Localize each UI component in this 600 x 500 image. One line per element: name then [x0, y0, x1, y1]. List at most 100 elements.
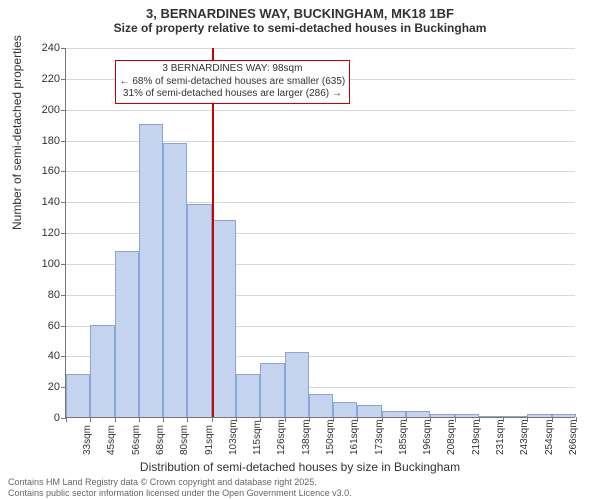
histogram-bar	[382, 411, 406, 417]
ytick-label: 240	[42, 42, 60, 54]
ytick-label: 0	[54, 412, 60, 424]
histogram-bar	[187, 204, 211, 417]
footer-line-1: Contains HM Land Registry data © Crown c…	[8, 477, 352, 487]
xtick-label: 231sqm	[495, 419, 506, 455]
histogram-bar	[479, 416, 503, 417]
xtick-label: 45sqm	[106, 425, 117, 455]
ytick-label: 180	[42, 135, 60, 147]
xtick-label: 68sqm	[155, 425, 166, 455]
xtick-mark	[430, 417, 431, 422]
ytick-mark	[61, 48, 66, 49]
ytick-mark	[61, 356, 66, 357]
xtick-label: 126sqm	[276, 419, 287, 455]
histogram-bar	[139, 124, 163, 417]
histogram-bar	[66, 374, 90, 417]
histogram-bar	[552, 414, 576, 417]
ytick-mark	[61, 141, 66, 142]
xtick-mark	[236, 417, 237, 422]
ytick-mark	[61, 79, 66, 80]
ytick-label: 120	[42, 227, 60, 239]
xtick-label: 161sqm	[349, 419, 360, 455]
plot-region: 02040608010012014016018020022024033sqm45…	[65, 48, 575, 418]
xtick-mark	[66, 417, 67, 422]
xtick-mark	[527, 417, 528, 422]
histogram-bar	[333, 402, 357, 417]
xtick-mark	[309, 417, 310, 422]
footer-line-2: Contains public sector information licen…	[8, 488, 352, 498]
xtick-label: 196sqm	[422, 419, 433, 455]
xtick-label: 266sqm	[568, 419, 579, 455]
histogram-bar	[115, 251, 139, 418]
xtick-label: 91sqm	[204, 425, 215, 455]
histogram-bar	[455, 414, 479, 417]
ytick-label: 220	[42, 73, 60, 85]
xtick-mark	[163, 417, 164, 422]
xtick-mark	[382, 417, 383, 422]
histogram-bar	[212, 220, 236, 417]
ytick-label: 100	[42, 258, 60, 270]
chart-title-main: 3, BERNARDINES WAY, BUCKINGHAM, MK18 1BF	[0, 6, 600, 21]
annotation-line: ← 68% of semi-detached houses are smalle…	[120, 76, 346, 89]
gridline-h	[66, 110, 575, 111]
y-axis-label: Number of semi-detached properties	[10, 35, 24, 230]
chart-title-block: 3, BERNARDINES WAY, BUCKINGHAM, MK18 1BF…	[0, 0, 600, 35]
xtick-mark	[455, 417, 456, 422]
xtick-mark	[333, 417, 334, 422]
histogram-bar	[527, 414, 551, 417]
chart-area: 02040608010012014016018020022024033sqm45…	[65, 48, 575, 418]
xtick-label: 56sqm	[131, 425, 142, 455]
histogram-bar	[503, 416, 527, 417]
xtick-mark	[357, 417, 358, 422]
xtick-label: 138sqm	[301, 419, 312, 455]
ytick-mark	[61, 202, 66, 203]
ytick-label: 20	[48, 381, 60, 393]
xtick-label: 33sqm	[82, 425, 93, 455]
histogram-bar	[309, 394, 333, 417]
ytick-mark	[61, 326, 66, 327]
ytick-label: 160	[42, 165, 60, 177]
xtick-mark	[90, 417, 91, 422]
xtick-mark	[212, 417, 213, 422]
xtick-label: 150sqm	[325, 419, 336, 455]
xtick-mark	[552, 417, 553, 422]
xtick-label: 185sqm	[398, 419, 409, 455]
footer-attribution: Contains HM Land Registry data © Crown c…	[8, 477, 352, 498]
ytick-label: 140	[42, 196, 60, 208]
xtick-mark	[285, 417, 286, 422]
ytick-mark	[61, 110, 66, 111]
xtick-mark	[503, 417, 504, 422]
histogram-bar	[430, 414, 454, 417]
xtick-label: 208sqm	[446, 419, 457, 455]
histogram-bar	[406, 411, 430, 417]
histogram-bar	[236, 374, 260, 417]
xtick-mark	[406, 417, 407, 422]
histogram-bar	[357, 405, 381, 417]
xtick-mark	[187, 417, 188, 422]
gridline-h	[66, 48, 575, 49]
xtick-mark	[260, 417, 261, 422]
annotation-line: 3 BERNARDINES WAY: 98sqm	[120, 63, 346, 76]
ytick-mark	[61, 171, 66, 172]
chart-title-sub: Size of property relative to semi-detach…	[0, 21, 600, 35]
xtick-label: 80sqm	[179, 425, 190, 455]
xtick-label: 243sqm	[519, 419, 530, 455]
ytick-label: 40	[48, 350, 60, 362]
ytick-label: 80	[48, 289, 60, 301]
histogram-bar	[260, 363, 284, 417]
histogram-bar	[90, 325, 114, 418]
histogram-bar	[163, 143, 187, 417]
xtick-label: 115sqm	[252, 420, 263, 455]
xtick-mark	[139, 417, 140, 422]
ytick-label: 200	[42, 104, 60, 116]
xtick-mark	[576, 417, 577, 422]
xtick-mark	[479, 417, 480, 422]
ytick-mark	[61, 264, 66, 265]
annotation-line: 31% of semi-detached houses are larger (…	[120, 88, 346, 101]
annotation-box: 3 BERNARDINES WAY: 98sqm← 68% of semi-de…	[115, 60, 351, 104]
x-axis-label: Distribution of semi-detached houses by …	[0, 460, 600, 474]
xtick-label: 103sqm	[228, 419, 239, 455]
xtick-label: 254sqm	[544, 419, 555, 455]
xtick-mark	[115, 417, 116, 422]
xtick-label: 219sqm	[471, 419, 482, 455]
xtick-label: 173sqm	[374, 419, 385, 455]
